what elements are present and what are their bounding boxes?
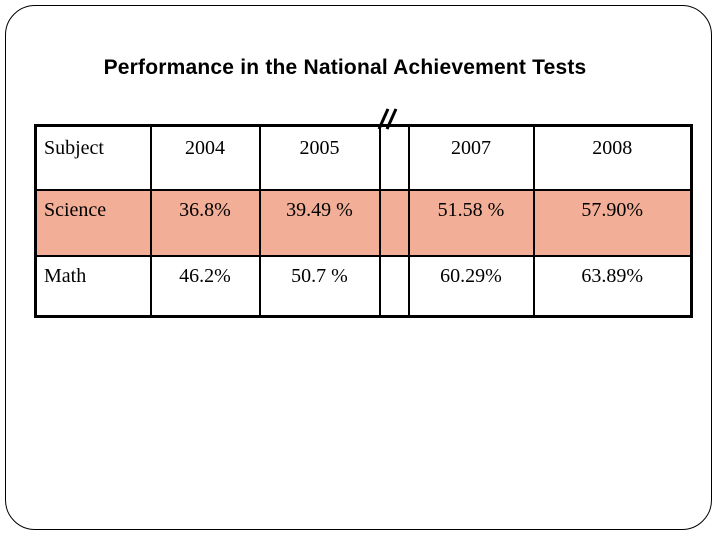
table-row-math: Math 46.2% 50.7 % 60.29% 63.89% <box>34 255 693 318</box>
column-header-gap <box>378 124 410 191</box>
cell-science-gap <box>378 189 410 257</box>
column-header-subject: Subject <box>34 124 152 191</box>
year-break-icon <box>377 107 401 133</box>
cell-science-2007: 51.58 % <box>407 189 535 257</box>
table-header-row: Subject 2004 2005 2007 2008 <box>34 124 693 191</box>
cell-math-subject: Math <box>34 255 152 318</box>
cell-science-2008: 57.90% <box>532 189 693 257</box>
column-header-2007: 2007 <box>407 124 535 191</box>
cell-science-subject: Science <box>34 189 152 257</box>
column-header-2005: 2005 <box>258 124 381 191</box>
results-table: Subject 2004 2005 2007 2008 Science 36.8… <box>34 124 693 318</box>
slide-border <box>5 5 712 530</box>
table-row-science: Science 36.8% 39.49 % 51.58 % 57.90% <box>34 189 693 257</box>
cell-science-2005: 39.49 % <box>258 189 381 257</box>
cell-math-gap <box>378 255 410 318</box>
page-title: Performance in the National Achievement … <box>103 56 587 79</box>
cell-science-2004: 36.8% <box>149 189 261 257</box>
column-header-2008: 2008 <box>532 124 693 191</box>
cell-math-2005: 50.7 % <box>258 255 381 318</box>
cell-math-2007: 60.29% <box>407 255 535 318</box>
column-header-2004: 2004 <box>149 124 261 191</box>
cell-math-2008: 63.89% <box>532 255 693 318</box>
cell-math-2004: 46.2% <box>149 255 261 318</box>
